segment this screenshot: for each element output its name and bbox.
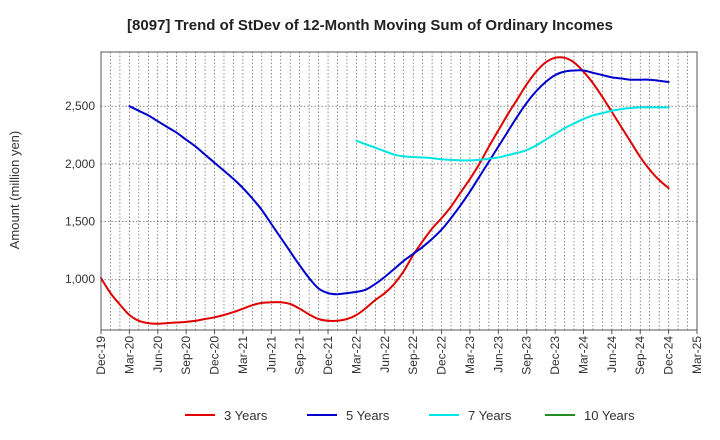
series-lines [100,56,670,325]
legend: 3 Years 5 Years 7 Years 10 Years [185,408,635,423]
x-tick-label: Mar-24 [576,336,590,374]
legend-label: 7 Years [468,408,512,423]
x-tick-label: Jun-21 [264,336,278,373]
legend-label: 10 Years [584,408,635,423]
x-tick-label: Jun-24 [605,336,619,373]
legend-label: 3 Years [224,408,268,423]
y-tick-label: 2,000 [65,157,95,171]
x-tick-label: Mar-25 [690,336,704,374]
series-line-3-years [100,56,670,325]
x-tick-label: Sep-21 [293,336,307,375]
x-tick-label: Mar-20 [122,336,136,374]
x-tick-label: Sep-20 [179,336,193,375]
x-tick-label: Mar-21 [236,336,250,374]
x-tick-label: Dec-20 [208,336,222,375]
y-tick-label: 2,500 [65,99,95,113]
plot-area [101,52,697,330]
x-tick-label: Dec-22 [435,336,449,375]
x-tick-label: Dec-19 [94,336,108,375]
y-tick-label: 1,500 [65,215,95,229]
x-tick-label: Jun-20 [151,336,165,373]
x-tick-label: Sep-22 [406,336,420,375]
legend-label: 5 Years [346,408,390,423]
x-tick-label: Dec-21 [321,336,335,375]
grid [101,52,697,330]
x-tick-label: Jun-22 [378,336,392,373]
x-axis: Dec-19 Mar-20 Jun-20 Sep-20 Dec-20 Mar-21 Jun-… [94,330,704,375]
series-line-5-years [128,69,670,296]
series-line-7-years [355,106,670,162]
x-tick-label: Mar-23 [463,336,477,374]
x-tick-label: Sep-24 [633,336,647,375]
y-tick-label: 1,000 [65,272,95,286]
x-tick-label: Jun-23 [491,336,505,373]
y-axis: 1,000 1,500 2,000 2,500 [65,99,95,286]
x-tick-label: Dec-24 [662,336,676,375]
x-tick-label: Dec-23 [548,336,562,375]
chart-title: [8097] Trend of StDev of 12-Month Moving… [127,17,613,34]
plot-frame [100,51,698,331]
y-axis-label: Amount (million yen) [7,131,22,250]
x-tick-label: Mar-22 [349,336,363,374]
x-tick-label: Sep-23 [520,336,534,375]
